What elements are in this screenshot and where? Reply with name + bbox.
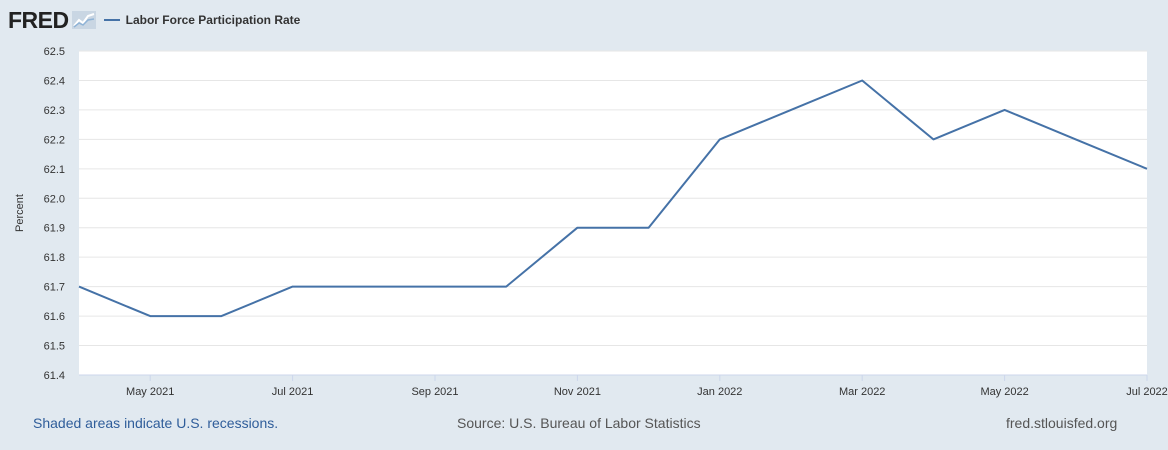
y-tick-label: 61.6 bbox=[44, 311, 65, 323]
data-point[interactable] bbox=[1074, 137, 1078, 141]
data-point[interactable] bbox=[362, 285, 366, 289]
x-tick-label: May 2021 bbox=[126, 386, 174, 398]
fred-logo-text: FRED bbox=[8, 6, 69, 33]
y-tick-label: 62.3 bbox=[44, 105, 65, 117]
y-tick-label: 62.4 bbox=[44, 75, 65, 87]
line-chart[interactable]: 61.4 61.5 61.6 61.7 61.8 61.9 62.0 62.1 62.2 62.3… bbox=[0, 0, 1168, 410]
y-tick-label: 61.8 bbox=[44, 252, 65, 264]
data-point[interactable] bbox=[77, 285, 81, 289]
series-line[interactable] bbox=[78, 79, 1148, 318]
x-tick-label: Sep 2021 bbox=[411, 386, 458, 398]
x-tick-label: May 2022 bbox=[980, 386, 1028, 398]
fred-logo[interactable]: FRED bbox=[8, 7, 96, 34]
y-tick-label: 62.1 bbox=[44, 164, 65, 176]
y-tick-label: 61.9 bbox=[44, 223, 65, 235]
chart-header: FRED Labor Force Participation Rate bbox=[8, 6, 300, 34]
y-tick-label: 61.5 bbox=[44, 341, 65, 353]
data-point[interactable] bbox=[789, 108, 793, 112]
y-tick-label: 62.2 bbox=[44, 134, 65, 146]
y-tick-label: 61.4 bbox=[44, 370, 65, 382]
data-point[interactable] bbox=[504, 285, 508, 289]
data-point[interactable] bbox=[575, 226, 579, 230]
data-point[interactable] bbox=[931, 137, 935, 141]
source-note: Source: U.S. Bureau of Labor Statistics bbox=[457, 415, 701, 431]
chart-graph-icon bbox=[71, 11, 96, 29]
data-point[interactable] bbox=[291, 285, 295, 289]
y-tick-label: 62.0 bbox=[44, 193, 65, 205]
y-tick-label: 62.5 bbox=[44, 46, 65, 58]
x-tick-label: Nov 2021 bbox=[554, 386, 601, 398]
x-tick-label: Jan 2022 bbox=[697, 386, 742, 398]
chart-footer: Shaded areas indicate U.S. recessions. S… bbox=[0, 415, 1168, 435]
data-point[interactable] bbox=[718, 137, 722, 141]
site-link[interactable]: fred.stlouisfed.org bbox=[1006, 415, 1118, 431]
data-point[interactable] bbox=[1003, 108, 1007, 112]
plot-area bbox=[79, 51, 1147, 375]
data-point[interactable] bbox=[1145, 167, 1149, 171]
y-axis-label: Percent bbox=[14, 194, 26, 232]
x-tick-label: Mar 2022 bbox=[839, 386, 885, 398]
data-point[interactable] bbox=[148, 314, 152, 318]
x-tick-label: Jul 2021 bbox=[272, 386, 314, 398]
recession-note-link[interactable]: Shaded areas indicate U.S. recessions. bbox=[33, 415, 279, 431]
chart-legend[interactable]: Labor Force Participation Rate bbox=[103, 13, 301, 27]
data-point[interactable] bbox=[433, 285, 437, 289]
x-tick-label: Jul 2022 bbox=[1126, 386, 1168, 398]
data-point[interactable] bbox=[860, 78, 864, 82]
legend-label: Labor Force Participation Rate bbox=[125, 13, 301, 27]
y-tick-label: 61.7 bbox=[44, 282, 65, 294]
legend-swatch bbox=[103, 19, 120, 21]
data-point[interactable] bbox=[219, 314, 223, 318]
data-point[interactable] bbox=[647, 226, 651, 230]
